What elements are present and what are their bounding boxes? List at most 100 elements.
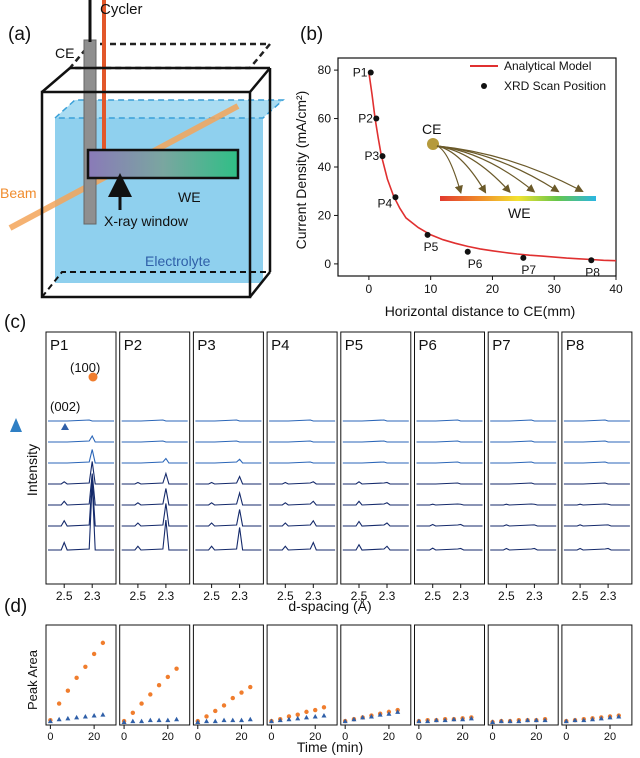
peak-002-marker bbox=[61, 423, 69, 430]
peak-area-panel: 0 20 bbox=[414, 624, 485, 743]
peak-002-point bbox=[82, 713, 88, 719]
scan-point-label: P3 bbox=[364, 149, 379, 163]
xrd-scan-line bbox=[195, 440, 262, 443]
current-arrow bbox=[436, 145, 463, 195]
peak-area-panel: 0 20 bbox=[487, 624, 559, 743]
time-tick-label: 20 bbox=[383, 731, 395, 743]
xrd-scan-point bbox=[392, 194, 399, 201]
peak-area-panel: 0 20 bbox=[340, 624, 412, 743]
peak-002-point bbox=[286, 716, 292, 722]
xrd-panel: P8 2.5 2.3 bbox=[561, 331, 633, 603]
peak-002-point bbox=[425, 718, 431, 724]
peak-002-point bbox=[460, 716, 466, 722]
peak-area-frame bbox=[45, 624, 117, 726]
xrd-panel: P7 2.5 2.3 bbox=[487, 331, 559, 603]
xrd-panel-frame bbox=[192, 331, 264, 585]
xrd-scan-line bbox=[342, 419, 409, 422]
xrd-scan-line bbox=[121, 519, 188, 551]
inset-we-label: WE bbox=[508, 205, 531, 221]
peak-area-panel: 0 20 bbox=[45, 624, 117, 743]
xrd-x-tick-label: 2.3 bbox=[379, 589, 396, 603]
peak-002-point bbox=[121, 719, 127, 724]
peak-002-point bbox=[303, 714, 309, 720]
peak-100-point bbox=[83, 664, 88, 669]
xrd-scan-line bbox=[121, 503, 188, 527]
time-tick-label: 20 bbox=[235, 731, 247, 743]
peak-002-point bbox=[490, 719, 496, 724]
xrd-scan-line bbox=[490, 482, 557, 485]
xrd-panel-label: P5 bbox=[345, 337, 363, 354]
time-tick-label: 20 bbox=[530, 731, 542, 743]
xrd-scan-line bbox=[195, 419, 262, 422]
xrd-scan-point bbox=[588, 257, 595, 264]
peak-100-point bbox=[148, 692, 153, 697]
peak-area-title: Peak Area bbox=[25, 649, 40, 710]
time-tick-label: 0 bbox=[195, 731, 201, 743]
peak-002-point bbox=[91, 713, 97, 718]
inset-diagram: CE WE bbox=[422, 121, 596, 221]
ce-label: CE bbox=[55, 45, 74, 61]
peak-002-point bbox=[616, 713, 622, 719]
peak-002-point bbox=[268, 718, 274, 724]
xrd-scan-line bbox=[121, 419, 188, 422]
scan-point-label: P8 bbox=[585, 265, 600, 279]
xrd-scan-line bbox=[490, 524, 557, 527]
legend-item-model: Analytical Model bbox=[504, 59, 591, 73]
peak-100-point bbox=[65, 688, 71, 693]
peak-100-point bbox=[286, 714, 292, 719]
scan-point-label: P4 bbox=[377, 196, 392, 210]
xrd-scan-line bbox=[121, 488, 188, 506]
peak-002-point bbox=[212, 718, 218, 724]
xrd-x-tick-label: 2.5 bbox=[56, 589, 73, 603]
xrd-x-tick-label: 2.3 bbox=[158, 589, 175, 603]
peak-100-point bbox=[130, 710, 136, 715]
peak-002-point bbox=[433, 717, 439, 723]
xrd-x-tick-label: 2.5 bbox=[351, 589, 368, 603]
inset-ce-dot bbox=[427, 138, 439, 150]
xrd-scan-point bbox=[367, 69, 374, 76]
peak-100-point bbox=[100, 640, 106, 646]
peak-100-point bbox=[174, 666, 179, 671]
xrd-panel-label: P7 bbox=[492, 337, 510, 354]
xrd-panel: P4 2.5 2.3 bbox=[266, 331, 338, 603]
peak-002-point bbox=[147, 717, 153, 723]
time-tick-label: 0 bbox=[121, 731, 127, 743]
xrd-scan-line bbox=[563, 547, 630, 551]
peak-100-point bbox=[248, 684, 253, 690]
box-top-dashed bbox=[67, 42, 273, 70]
xrd-scan-line bbox=[269, 461, 336, 464]
peak-002-point bbox=[247, 716, 253, 722]
x-tick-label: 30 bbox=[548, 282, 562, 296]
scan-point-label: P5 bbox=[424, 240, 439, 254]
xrd-panel-label: P6 bbox=[419, 337, 437, 354]
peak-002-point bbox=[395, 709, 401, 714]
peak-100-marker bbox=[88, 372, 98, 382]
peak-100-point bbox=[56, 701, 62, 706]
time-tick-label: 20 bbox=[604, 731, 616, 743]
peak-002-point bbox=[221, 717, 227, 723]
peak-100-point bbox=[230, 695, 235, 701]
schematic-panel: (a) Cycler CE WE Beam X-ray window Elect… bbox=[0, 0, 285, 299]
legend-dot-swatch bbox=[481, 83, 487, 89]
xrd-scan-line bbox=[416, 547, 483, 551]
xrd-scan-line bbox=[416, 523, 483, 527]
intensity-arrow-head bbox=[10, 418, 22, 432]
x-axis-title: Horizontal distance to CE(mm) bbox=[385, 303, 576, 319]
xrd-scan-line bbox=[48, 479, 114, 527]
xrd-panels: (c) P1 2.5 2.3 P2 2.5 2.3 P3 2.5 2.3 P4 2.5 2.3 P5 2.… bbox=[4, 312, 633, 614]
box-edge-br bbox=[249, 271, 271, 298]
xrd-scan-line bbox=[342, 461, 409, 464]
xrd-x-tick-label: 2.5 bbox=[130, 589, 147, 603]
xrd-panel-label: P8 bbox=[566, 337, 584, 354]
xrd-scan-line bbox=[195, 527, 262, 551]
xrd-scan-line bbox=[563, 503, 630, 506]
peak-100-point bbox=[156, 683, 162, 688]
peak-100-point bbox=[74, 675, 79, 681]
peak-002-point bbox=[47, 718, 53, 724]
xrd-scan-line bbox=[416, 461, 483, 464]
xrd-x-tick-label: 2.3 bbox=[84, 589, 101, 603]
y-tick-label: 20 bbox=[318, 208, 332, 222]
xrd-panel-frame bbox=[414, 331, 485, 585]
xrd-scan-point bbox=[373, 115, 380, 122]
